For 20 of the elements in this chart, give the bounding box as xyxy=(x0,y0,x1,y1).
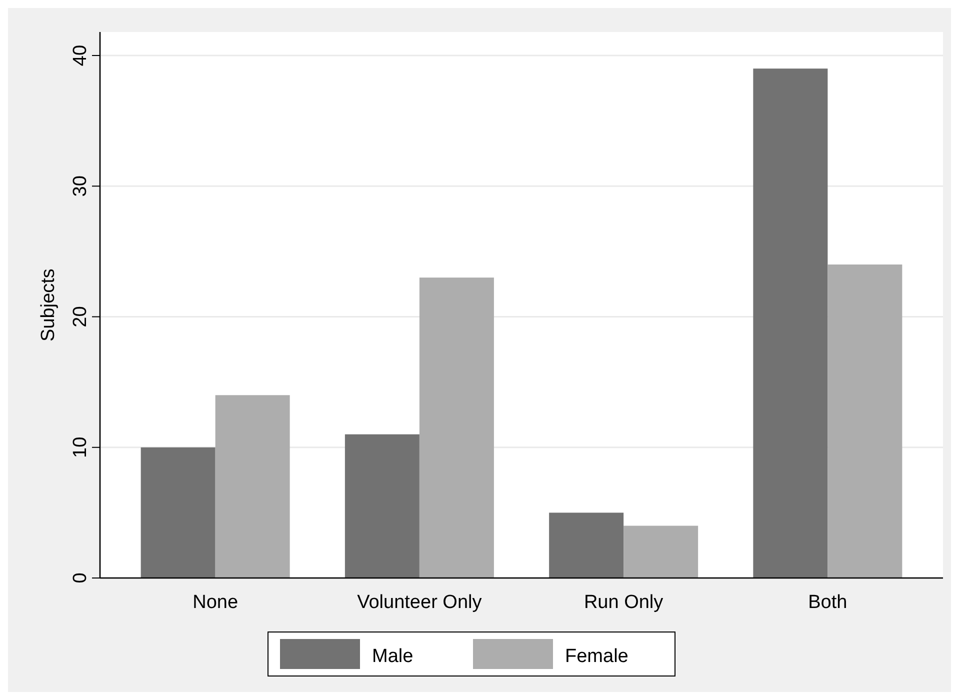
bar xyxy=(549,512,624,578)
bar xyxy=(215,395,290,578)
bar xyxy=(140,447,216,578)
bar xyxy=(828,264,902,578)
y-axis-title: Subjects xyxy=(38,268,59,342)
x-tick-label: Both xyxy=(808,592,848,613)
y-tick-label: 0 xyxy=(70,572,91,584)
x-tick-label: None xyxy=(192,592,238,613)
legend-label: Female xyxy=(565,646,628,667)
y-tick-label: 10 xyxy=(70,436,91,458)
x-tick-label: Run Only xyxy=(584,592,664,613)
y-tick-label: 20 xyxy=(70,306,91,328)
y-tick-label: 40 xyxy=(70,44,91,66)
x-tick-label: Volunteer Only xyxy=(357,592,482,613)
bar xyxy=(419,278,494,578)
bar xyxy=(344,434,420,578)
bar xyxy=(624,526,698,578)
y-tick-label: 30 xyxy=(70,176,91,197)
bar xyxy=(753,68,828,578)
legend-label: Male xyxy=(372,646,414,667)
